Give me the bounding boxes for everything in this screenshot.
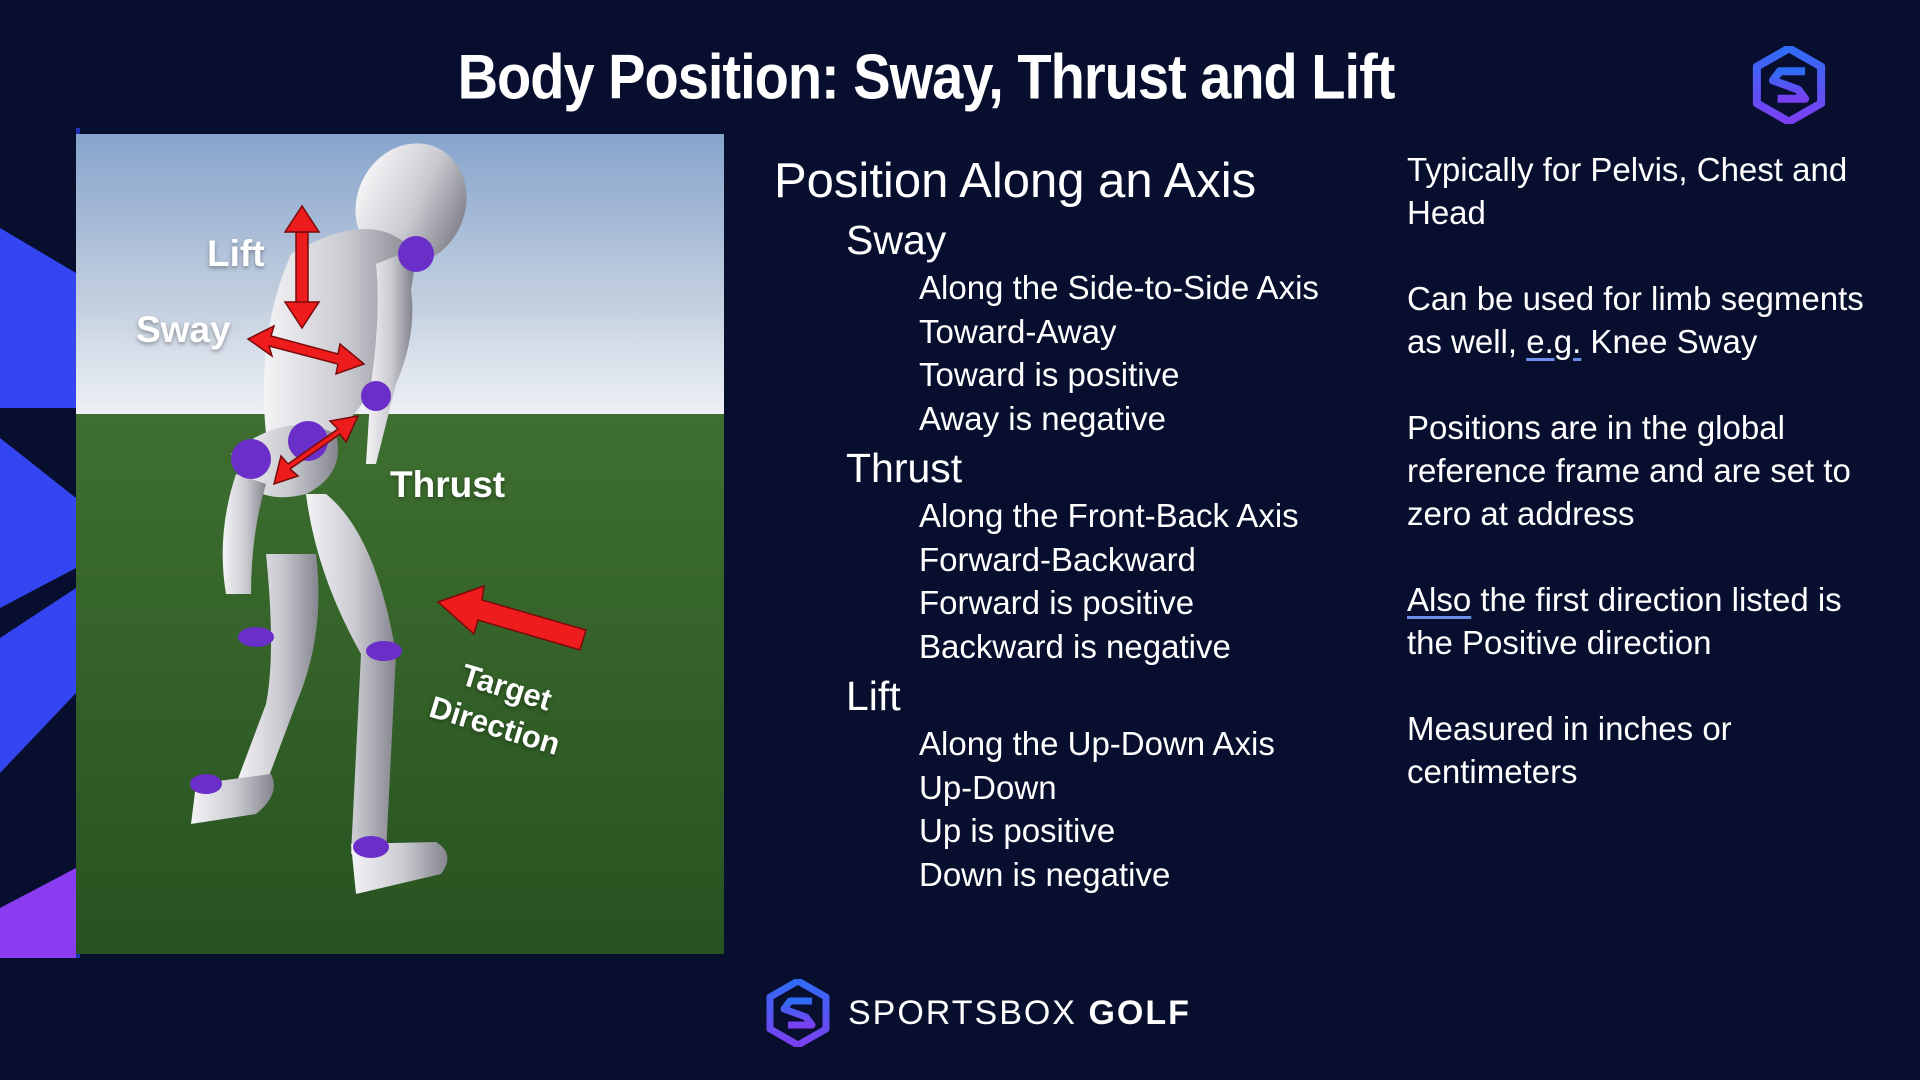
axis-outline: Position Along an Axis Sway Along the Si… (774, 150, 1354, 896)
list-item: Away is negative (919, 399, 1167, 437)
note-text: Knee Sway (1581, 323, 1758, 360)
list-item: Down is negative (919, 855, 1171, 893)
footer-brand: SPORTSBOX GOLF (766, 978, 1191, 1048)
side-decoration (0, 128, 80, 958)
note-text: Can be used for limb segments as well, (1407, 280, 1864, 360)
brand-name: SPORTSBOX GOLF (848, 994, 1191, 1033)
slide-title: Body Position: Sway, Thrust and Lift (457, 41, 1396, 112)
lift-arrow (283, 204, 321, 330)
mannequin-illustration (76, 134, 724, 954)
mannequin-figure: Lift Sway Thrust Target Direction (76, 134, 724, 954)
target-direction-arrow (436, 584, 587, 651)
list-item: Toward-Away (919, 312, 1117, 350)
note-units: Measured in inches or centimeters (1407, 710, 1732, 790)
sportsbox-logo-icon (1752, 46, 1826, 124)
list-item: Forward is positive (919, 584, 1195, 621)
lift-label: Lift (207, 233, 265, 274)
list-item: Along the Side-to-Side Axis (919, 269, 1319, 306)
list-item: Along the Front-Back Axis (919, 497, 1299, 534)
notes-column: Typically for Pelvis, Chest and Head Can… (1407, 148, 1867, 836)
sportsbox-logo-icon (766, 979, 830, 1047)
thrust-label: Thrust (390, 464, 506, 505)
list-item: Up is positive (919, 812, 1116, 849)
list-item: Up-Down (919, 768, 1057, 806)
section-lift-label: Lift (846, 673, 901, 719)
note-underlined-text: e.g. (1526, 323, 1582, 360)
sway-label: Sway (136, 309, 231, 350)
note-underlined-text: Also (1407, 581, 1472, 618)
brand-name-light: SPORTSBOX (848, 993, 1077, 1032)
list-item: Forward-Backward (919, 540, 1196, 578)
sway-arrow (246, 324, 366, 376)
thrust-arrow (272, 415, 360, 486)
note-limb-segments: Can be used for limb segments as well, e… (1407, 277, 1867, 363)
note-text: the first direction listed is the Positi… (1407, 581, 1842, 661)
list-item: Toward is positive (919, 356, 1180, 393)
list-item: Along the Up-Down Axis (919, 725, 1275, 762)
brand-name-bold: GOLF (1088, 993, 1191, 1032)
outline-heading: Position Along an Axis (774, 154, 1257, 208)
list-item: Backward is negative (919, 627, 1231, 665)
note-typical-segments: Typically for Pelvis, Chest and Head (1407, 151, 1848, 231)
section-thrust-label: Thrust (846, 445, 963, 491)
note-global-frame: Positions are in the global reference fr… (1407, 409, 1851, 532)
section-sway-label: Sway (846, 217, 947, 263)
note-positive-direction: Also the first direction listed is the P… (1407, 578, 1867, 664)
